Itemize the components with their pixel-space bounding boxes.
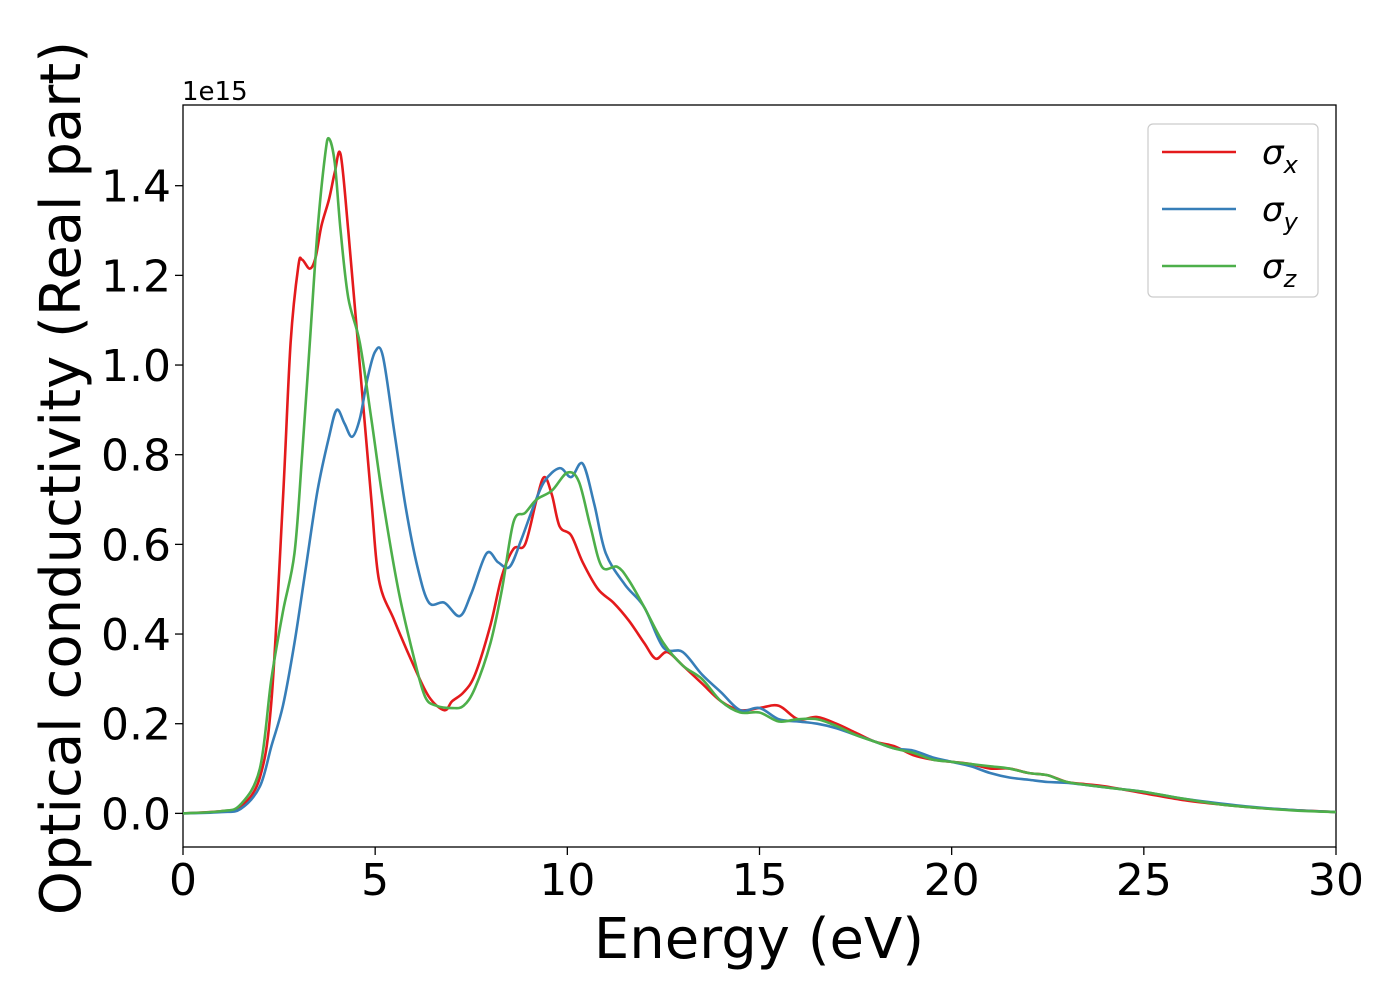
legend-label-x: σx	[1262, 133, 1299, 179]
y-tick-label: 1.0	[101, 341, 171, 392]
x-tick-label: 15	[732, 855, 788, 906]
x-tick-label: 5	[361, 855, 389, 906]
y-tick-label: 0.4	[101, 610, 171, 661]
legend-subscript: z	[1283, 265, 1298, 293]
y-tick-label: 0.0	[101, 789, 171, 840]
legend-symbol: σ	[1262, 190, 1285, 230]
y-tick-label: 0.6	[101, 520, 171, 571]
x-tick-label: 0	[169, 855, 197, 906]
series-line-x	[183, 150, 1336, 815]
legend-symbol: σ	[1262, 247, 1285, 287]
y-tick-label: 1.4	[101, 162, 171, 213]
x-tick-label: 30	[1308, 855, 1364, 906]
legend-label-z: σz	[1262, 247, 1298, 293]
legend-label-y: σy	[1262, 190, 1299, 236]
series-line-z	[183, 136, 1336, 815]
series-line-y	[183, 346, 1336, 815]
y-tick-label: 0.2	[101, 700, 171, 751]
y-tick-label: 1.2	[101, 251, 171, 302]
x-tick-label: 25	[1116, 855, 1172, 906]
series-group	[183, 136, 1336, 815]
legend-box	[1147, 123, 1319, 298]
y-offset-label: 1e15	[182, 77, 248, 107]
x-tick-label: 20	[924, 855, 980, 906]
legend-subscript: x	[1283, 151, 1299, 179]
legend-symbol: σ	[1262, 133, 1285, 173]
legend-subscript: y	[1283, 208, 1299, 236]
x-tick-label: 10	[539, 855, 595, 906]
y-axis-label: Optical conductivity (Real part)	[29, 41, 94, 915]
y-tick-label: 0.8	[101, 431, 171, 482]
x-axis-label: Energy (eV)	[594, 907, 924, 972]
